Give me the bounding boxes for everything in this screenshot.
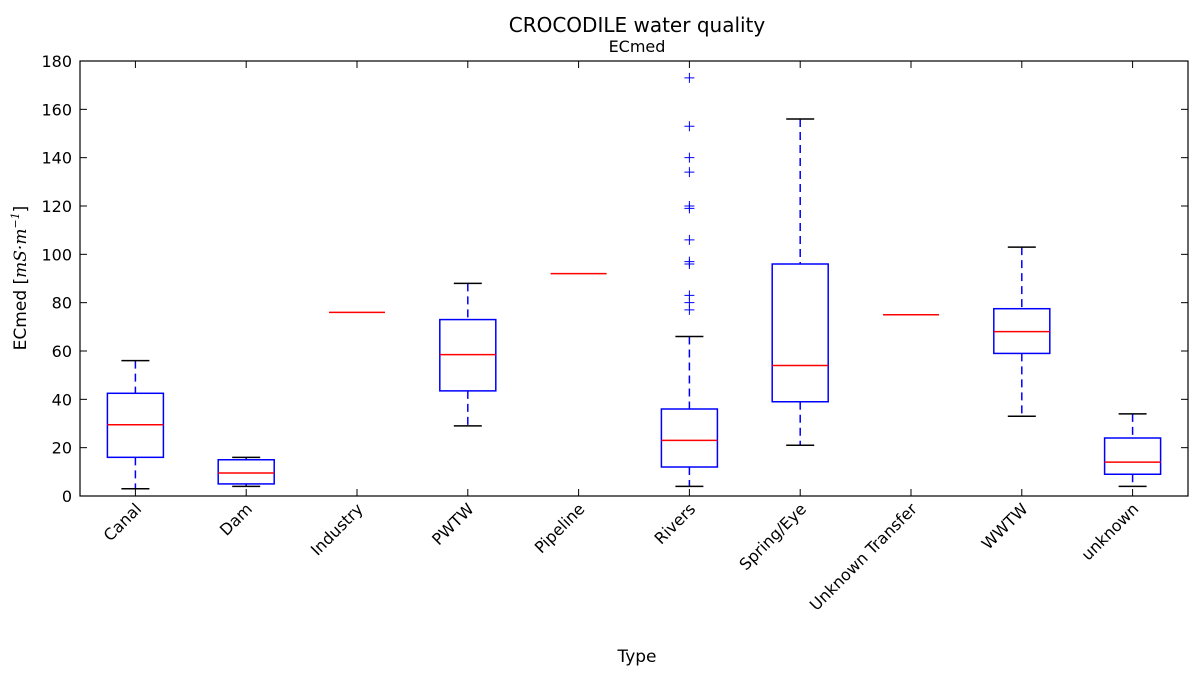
x-tick-label-unknown-transfer: Unknown Transfer <box>806 499 921 614</box>
x-tick-label-pwtw: PWTW <box>428 499 478 549</box>
flier-rivers-11 <box>684 304 695 315</box>
y-tick-label-20: 20 <box>52 439 72 458</box>
y-tick-label-60: 60 <box>52 342 72 361</box>
x-tick-label-wwtw: WWTW <box>978 499 1032 553</box>
y-tick-label-180: 180 <box>41 52 72 71</box>
box-rivers <box>660 408 719 468</box>
y-tick-label-0: 0 <box>62 487 72 506</box>
y-tick-label-80: 80 <box>52 294 72 313</box>
flier-rivers-0 <box>684 72 695 83</box>
box-spring-eye <box>771 263 829 403</box>
y-axis-label-close: ] <box>11 206 31 213</box>
y-tick-label-120: 120 <box>41 197 72 216</box>
y-tick-label-40: 40 <box>52 390 72 409</box>
chart-title: CROCODILE water quality <box>509 13 766 37</box>
y-axis-label-unit: mS·m <box>11 229 31 278</box>
y-axis-label: ECmed [mS·m−1] <box>9 206 31 351</box>
y-tick-label-100: 100 <box>41 245 72 264</box>
flier-rivers-6 <box>684 234 695 245</box>
x-tick-label-pipeline: Pipeline <box>531 499 589 557</box>
x-tick-label-dam: Dam <box>216 499 256 539</box>
y-tick-label-160: 160 <box>41 100 72 119</box>
x-tick-label-rivers: Rivers <box>651 499 700 548</box>
flier-rivers-2 <box>684 152 695 163</box>
plot-frame <box>79 60 1189 497</box>
x-tick-label-industry: Industry <box>307 499 367 559</box>
plot-area: 0 20 40 60 80 100 120 140 160 180 Canal Dam Industry… <box>41 52 1189 614</box>
x-tick-label-unknown: unknown <box>1078 499 1143 564</box>
x-tick-label-canal: Canal <box>100 499 146 545</box>
box-unknown <box>1103 437 1162 475</box>
flier-rivers-5 <box>684 203 695 214</box>
y-tick-label-140: 140 <box>41 149 72 168</box>
flier-rivers-8 <box>684 259 695 269</box>
box-dam <box>217 459 275 485</box>
y-axis-label-text: ECmed [ <box>11 278 31 350</box>
y-axis-label-exponent: −1 <box>9 212 22 228</box>
flier-rivers-1 <box>684 121 695 132</box>
chart-subtitle: ECmed <box>609 37 666 56</box>
x-tick-label-spring-eye: Spring/Eye <box>735 499 810 574</box>
flier-rivers-3 <box>684 167 695 178</box>
x-axis-label: Type <box>616 647 656 667</box>
